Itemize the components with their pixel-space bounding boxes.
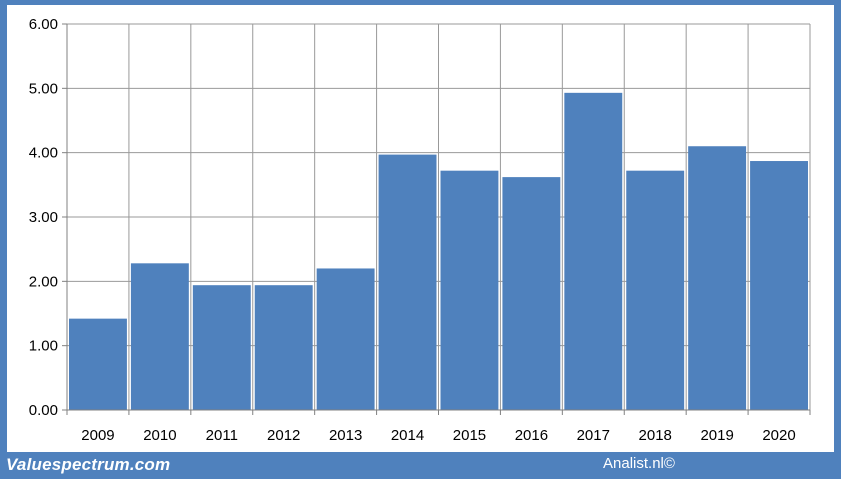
bar-2013 (316, 268, 375, 410)
x-tick-label: 2011 (206, 427, 238, 444)
y-tick-label: 5.00 (29, 80, 58, 97)
x-tick-label: 2020 (762, 427, 795, 444)
y-tick-label: 0.00 (29, 402, 58, 419)
bar-2019 (688, 146, 747, 410)
bar-2016 (502, 177, 561, 410)
x-tick-label: 2018 (639, 427, 672, 444)
bar-2012 (254, 285, 313, 410)
x-tick-label: 2013 (329, 427, 362, 444)
y-tick-label: 1.00 (29, 338, 58, 355)
bar-2017 (564, 92, 623, 410)
y-tick-label: 6.00 (29, 16, 58, 33)
y-tick-label: 3.00 (29, 209, 58, 226)
x-tick-label: 2009 (81, 427, 114, 444)
x-tick-label: 2016 (515, 427, 548, 444)
x-tick-label: 2015 (453, 427, 486, 444)
bar-2014 (378, 154, 437, 410)
bar-2015 (440, 170, 499, 410)
copyright-label: Analist.nl© (603, 455, 675, 472)
x-tick-label: 2010 (143, 427, 176, 444)
y-tick-label: 2.00 (29, 273, 58, 290)
bar-2010 (130, 263, 189, 410)
y-tick-label: 4.00 (29, 145, 58, 162)
x-tick-label: 2017 (577, 427, 610, 444)
x-tick-label: 2019 (700, 427, 733, 444)
bar-2020 (750, 161, 808, 410)
x-tick-label: 2012 (267, 427, 300, 444)
bar-2018 (626, 170, 685, 410)
bar-2011 (192, 285, 251, 410)
x-tick-label: 2014 (391, 427, 424, 444)
bar-2009 (69, 318, 127, 410)
source-label: Valuespectrum.com (6, 455, 171, 474)
